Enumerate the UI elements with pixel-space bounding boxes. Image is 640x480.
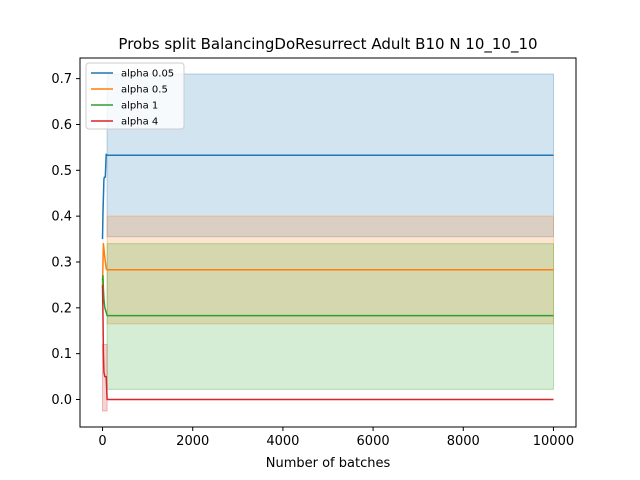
x-tick-label: 10000 [533, 434, 574, 449]
x-tick-label: 8000 [447, 434, 480, 449]
legend-label: alpha 4 [121, 117, 158, 128]
x-tick-label: 2000 [176, 434, 209, 449]
plot-frame [79, 57, 577, 428]
y-tick-label: 0.5 [51, 164, 72, 179]
line-series-2 [101, 274, 554, 317]
legend-label: alpha 1 [121, 101, 158, 112]
y-tick-label: 0.1 [51, 347, 72, 362]
legend-label: alpha 0.5 [121, 85, 168, 96]
x-tick-label: 4000 [266, 434, 299, 449]
x-axis-ticks: 0 2000 4000 6000 8000 10000 [98, 427, 574, 449]
line-series-0 [101, 153, 554, 240]
series-lines [101, 153, 554, 401]
chart-title: Probs split BalancingDoResurrect Adult B… [118, 35, 537, 54]
y-tick-label: 0.3 [51, 255, 72, 270]
x-tick-label: 6000 [357, 434, 390, 449]
y-tick-label: 0.0 [51, 393, 72, 408]
legend: alpha 0.05 alpha 0.5 alpha 1 alpha 4 [85, 62, 185, 130]
y-tick-label: 0.6 [51, 118, 72, 133]
band-series-2 [106, 243, 554, 390]
confidence-bands [102, 73, 554, 412]
y-tick-label: 0.2 [51, 301, 72, 316]
x-axis-label: Number of batches [266, 456, 391, 471]
line-series-3 [101, 284, 554, 401]
legend-label: alpha 0.05 [121, 69, 174, 80]
y-tick-label: 0.4 [51, 210, 72, 225]
legend-box [85, 62, 185, 130]
y-tick-label: 0.7 [51, 72, 72, 87]
y-axis-ticks: 0.0 0.1 0.2 0.3 0.4 0.5 0.6 0.7 [51, 72, 80, 408]
x-tick-label: 0 [98, 434, 106, 449]
line-series-1 [101, 242, 554, 285]
